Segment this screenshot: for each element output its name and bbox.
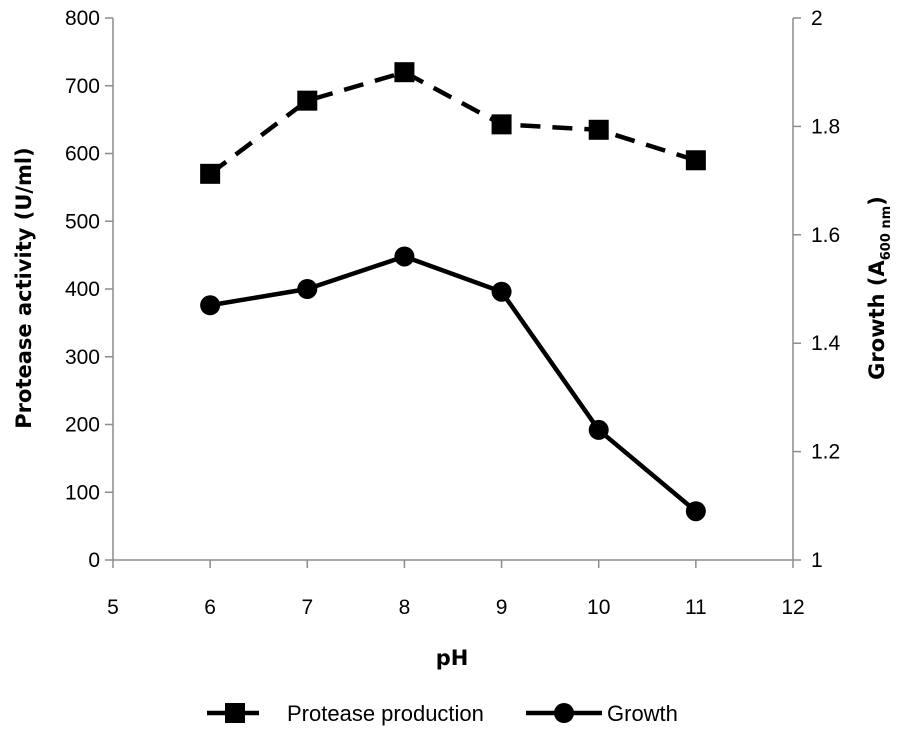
y2-axis-title-close: ) (865, 196, 889, 206)
y2-axis-title: Growth (A600 nm) (865, 196, 894, 380)
y-tick-label: 300 (65, 346, 100, 369)
y-tick-label: 500 (65, 210, 100, 233)
series-circle-group (200, 246, 706, 522)
square-point (200, 163, 221, 184)
x-axis-title: pH (436, 646, 469, 670)
legend-square-marker (225, 703, 245, 723)
y-tick-label: 600 (65, 143, 100, 166)
y2-tick-label: 1.2 (811, 441, 840, 464)
square-point (491, 114, 512, 135)
y2-axis-title-sub: 600 nm (879, 206, 894, 260)
y2-tick-label: 1.6 (811, 224, 840, 247)
circle-point (200, 295, 221, 316)
x-tick-label: 5 (107, 596, 119, 619)
series-square-group (200, 62, 706, 184)
legend: Protease production Growth (207, 701, 678, 726)
legend-circle-marker (554, 703, 574, 723)
square-point (685, 150, 706, 171)
legend-label: Growth (607, 701, 678, 726)
legend-label: Protease production (287, 701, 484, 726)
y-tick-label: 400 (65, 278, 100, 301)
y-tick-label: 0 (88, 549, 100, 572)
y-tick-label: 800 (65, 7, 100, 30)
x-tick-label: 7 (301, 596, 313, 619)
legend-item: Growth (526, 701, 678, 726)
square-point (297, 90, 318, 111)
y2-tick-label: 2 (811, 7, 823, 30)
y2-axis-title-main: Growth (A (865, 260, 889, 380)
circle-point (394, 246, 415, 267)
circle-point (685, 501, 706, 522)
y2-tick-label: 1.8 (811, 115, 840, 138)
x-tick-label: 6 (204, 596, 216, 619)
circle-point (491, 281, 512, 302)
y2-tick-label: 1 (811, 549, 823, 572)
x-tick-label: 9 (496, 596, 508, 619)
legend-item: Protease production (207, 701, 484, 726)
circle-point (588, 419, 609, 440)
x-tick-label: 8 (399, 596, 411, 619)
y-tick-label: 200 (65, 414, 100, 437)
x-tick-label: 11 (685, 596, 707, 619)
y2-tick-label: 1.4 (811, 332, 841, 355)
y-axis-title: Protease activity (U/ml) (12, 147, 36, 428)
x-tick-label: 10 (587, 596, 610, 619)
x-tick-label: 12 (781, 596, 804, 619)
square-point (394, 62, 415, 83)
ticks: 0 100 200 300 400 500 600 700 800 1 1.2 1.4 1.6 1.8 2 5… (65, 7, 841, 619)
series-layer (200, 62, 706, 522)
axes (112, 18, 794, 561)
y-tick-label: 700 (65, 75, 100, 98)
square-point (588, 119, 609, 140)
y-tick-label: 100 (65, 481, 100, 504)
series-line (209, 254, 698, 513)
circle-point (297, 279, 318, 299)
series-line (208, 69, 697, 176)
